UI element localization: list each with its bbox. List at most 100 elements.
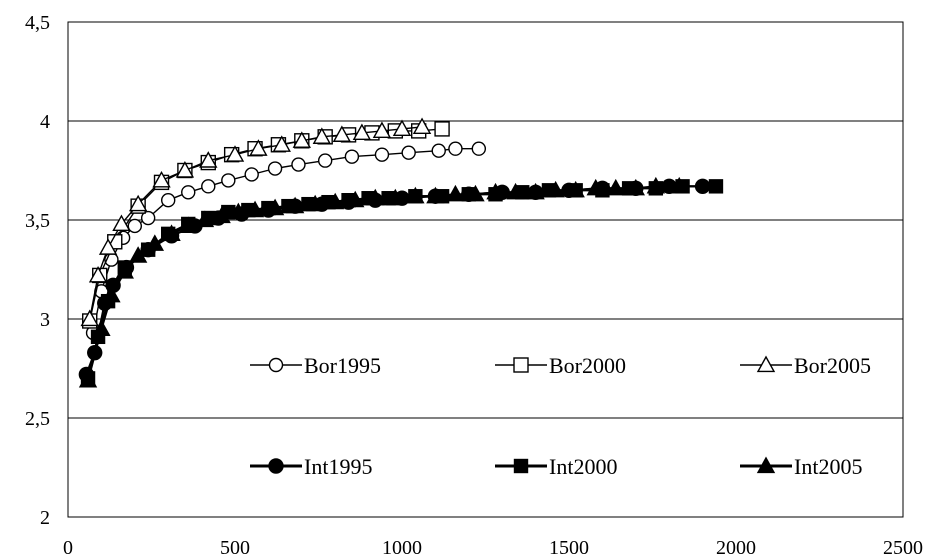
data-point bbox=[466, 184, 485, 202]
legend: Bor1995 Bor2000 Bor2005 Int1995 Int2000 Int20… bbox=[250, 353, 871, 479]
x-tick-label: 500 bbox=[220, 537, 250, 559]
data-point bbox=[245, 200, 265, 218]
y-tick-label: 2 bbox=[40, 507, 50, 529]
data-point bbox=[292, 131, 311, 148]
data-point bbox=[201, 179, 216, 194]
data-point bbox=[88, 265, 108, 283]
x-tick-label: 2000 bbox=[716, 537, 756, 559]
data-point bbox=[115, 262, 134, 279]
data-point bbox=[344, 149, 360, 164]
legend-item-int2000: Int2000 bbox=[495, 454, 617, 479]
data-point bbox=[346, 190, 365, 208]
series-layer bbox=[78, 117, 724, 388]
legend-marker bbox=[756, 355, 776, 373]
data-point bbox=[78, 370, 98, 388]
data-point bbox=[412, 117, 432, 135]
data-point bbox=[267, 161, 283, 176]
data-point bbox=[471, 141, 487, 156]
data-point bbox=[80, 309, 99, 327]
y-tick-label: 4 bbox=[40, 111, 50, 133]
data-point bbox=[312, 127, 332, 144]
data-point bbox=[175, 161, 195, 178]
data-point bbox=[102, 285, 121, 303]
data-point bbox=[285, 196, 305, 214]
data-point bbox=[386, 188, 405, 206]
data-point bbox=[317, 153, 333, 168]
data-point bbox=[229, 202, 248, 220]
data-point bbox=[670, 176, 689, 194]
data-point bbox=[112, 214, 131, 232]
legend-item-bor2000: Bor2000 bbox=[495, 353, 626, 378]
data-point bbox=[431, 143, 446, 158]
data-point bbox=[212, 206, 231, 224]
x-tick-label: 1500 bbox=[549, 537, 589, 559]
data-point bbox=[305, 194, 325, 212]
legend-item-bor1995: Bor1995 bbox=[250, 353, 381, 378]
legend-marker bbox=[513, 357, 529, 373]
data-point bbox=[526, 182, 545, 200]
data-point bbox=[140, 210, 156, 226]
legend-label: Bor1995 bbox=[304, 353, 381, 378]
legend-item-int2005: Int2005 bbox=[740, 454, 862, 479]
legend-item-int1995: Int1995 bbox=[250, 454, 372, 479]
data-point bbox=[195, 210, 215, 228]
data-point bbox=[179, 216, 198, 234]
data-point bbox=[426, 186, 445, 204]
data-point bbox=[708, 179, 724, 194]
data-point bbox=[127, 218, 143, 234]
data-point bbox=[221, 173, 236, 188]
series-bor2005 bbox=[80, 117, 432, 327]
data-point bbox=[401, 145, 416, 160]
legend-label: Int2000 bbox=[549, 454, 617, 479]
data-point bbox=[566, 180, 585, 198]
data-point bbox=[291, 157, 306, 172]
axes: 2 2,5 3 3,5 4 4,5 0 500 1000 1500 2000 2500 bbox=[25, 12, 923, 559]
data-point bbox=[244, 167, 259, 182]
legend-marker bbox=[756, 456, 776, 474]
legend-marker bbox=[513, 458, 529, 474]
data-point bbox=[546, 180, 565, 198]
data-point bbox=[366, 188, 385, 206]
y-tick-label: 4,5 bbox=[25, 12, 50, 34]
data-point bbox=[586, 178, 605, 196]
data-point bbox=[326, 192, 345, 210]
data-point bbox=[332, 125, 352, 142]
legend-item-bor2005: Bor2005 bbox=[740, 353, 871, 378]
legend-label: Bor2005 bbox=[794, 353, 871, 378]
data-point bbox=[92, 319, 111, 336]
data-point bbox=[352, 123, 372, 140]
data-point bbox=[506, 182, 525, 200]
y-tick-label: 3,5 bbox=[25, 210, 50, 232]
data-point bbox=[406, 186, 425, 204]
x-tick-label: 0 bbox=[63, 537, 73, 559]
data-point bbox=[265, 198, 285, 216]
data-point bbox=[128, 194, 148, 212]
y-tick-label: 3 bbox=[40, 309, 50, 331]
data-point bbox=[152, 170, 171, 188]
data-point bbox=[225, 145, 245, 162]
plot-area bbox=[67, 21, 904, 518]
data-point bbox=[448, 141, 463, 156]
series-int2005 bbox=[78, 176, 689, 388]
legend-label: Bor2000 bbox=[549, 353, 626, 378]
data-point bbox=[145, 234, 165, 251]
data-point bbox=[446, 184, 465, 202]
data-point bbox=[162, 224, 181, 241]
legend-marker bbox=[268, 357, 284, 373]
data-point bbox=[98, 238, 118, 255]
data-point bbox=[128, 246, 148, 263]
data-point bbox=[606, 178, 625, 196]
data-point bbox=[646, 176, 666, 194]
x-tick-label: 2500 bbox=[883, 537, 923, 559]
data-point bbox=[626, 178, 645, 196]
data-point bbox=[392, 119, 412, 137]
data-point bbox=[272, 135, 291, 152]
data-point bbox=[160, 192, 176, 208]
data-point bbox=[199, 151, 218, 168]
legend-marker bbox=[268, 458, 284, 474]
data-point bbox=[434, 121, 450, 137]
x-tick-label: 1000 bbox=[382, 537, 422, 559]
legend-label: Int2005 bbox=[794, 454, 862, 479]
data-point bbox=[181, 185, 196, 200]
